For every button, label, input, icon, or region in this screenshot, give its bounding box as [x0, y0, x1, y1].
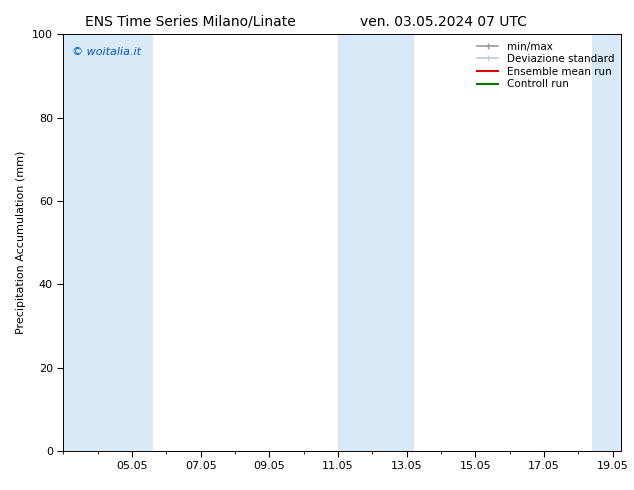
Bar: [592, 34, 621, 451]
Bar: [338, 34, 413, 451]
Bar: [63, 34, 153, 451]
Text: © woitalia.it: © woitalia.it: [72, 47, 141, 57]
Text: ENS Time Series Milano/Linate: ENS Time Series Milano/Linate: [85, 15, 295, 29]
Y-axis label: Precipitation Accumulation (mm): Precipitation Accumulation (mm): [16, 151, 27, 334]
Legend: min/max, Deviazione standard, Ensemble mean run, Controll run: min/max, Deviazione standard, Ensemble m…: [476, 40, 616, 92]
Text: ven. 03.05.2024 07 UTC: ven. 03.05.2024 07 UTC: [360, 15, 527, 29]
